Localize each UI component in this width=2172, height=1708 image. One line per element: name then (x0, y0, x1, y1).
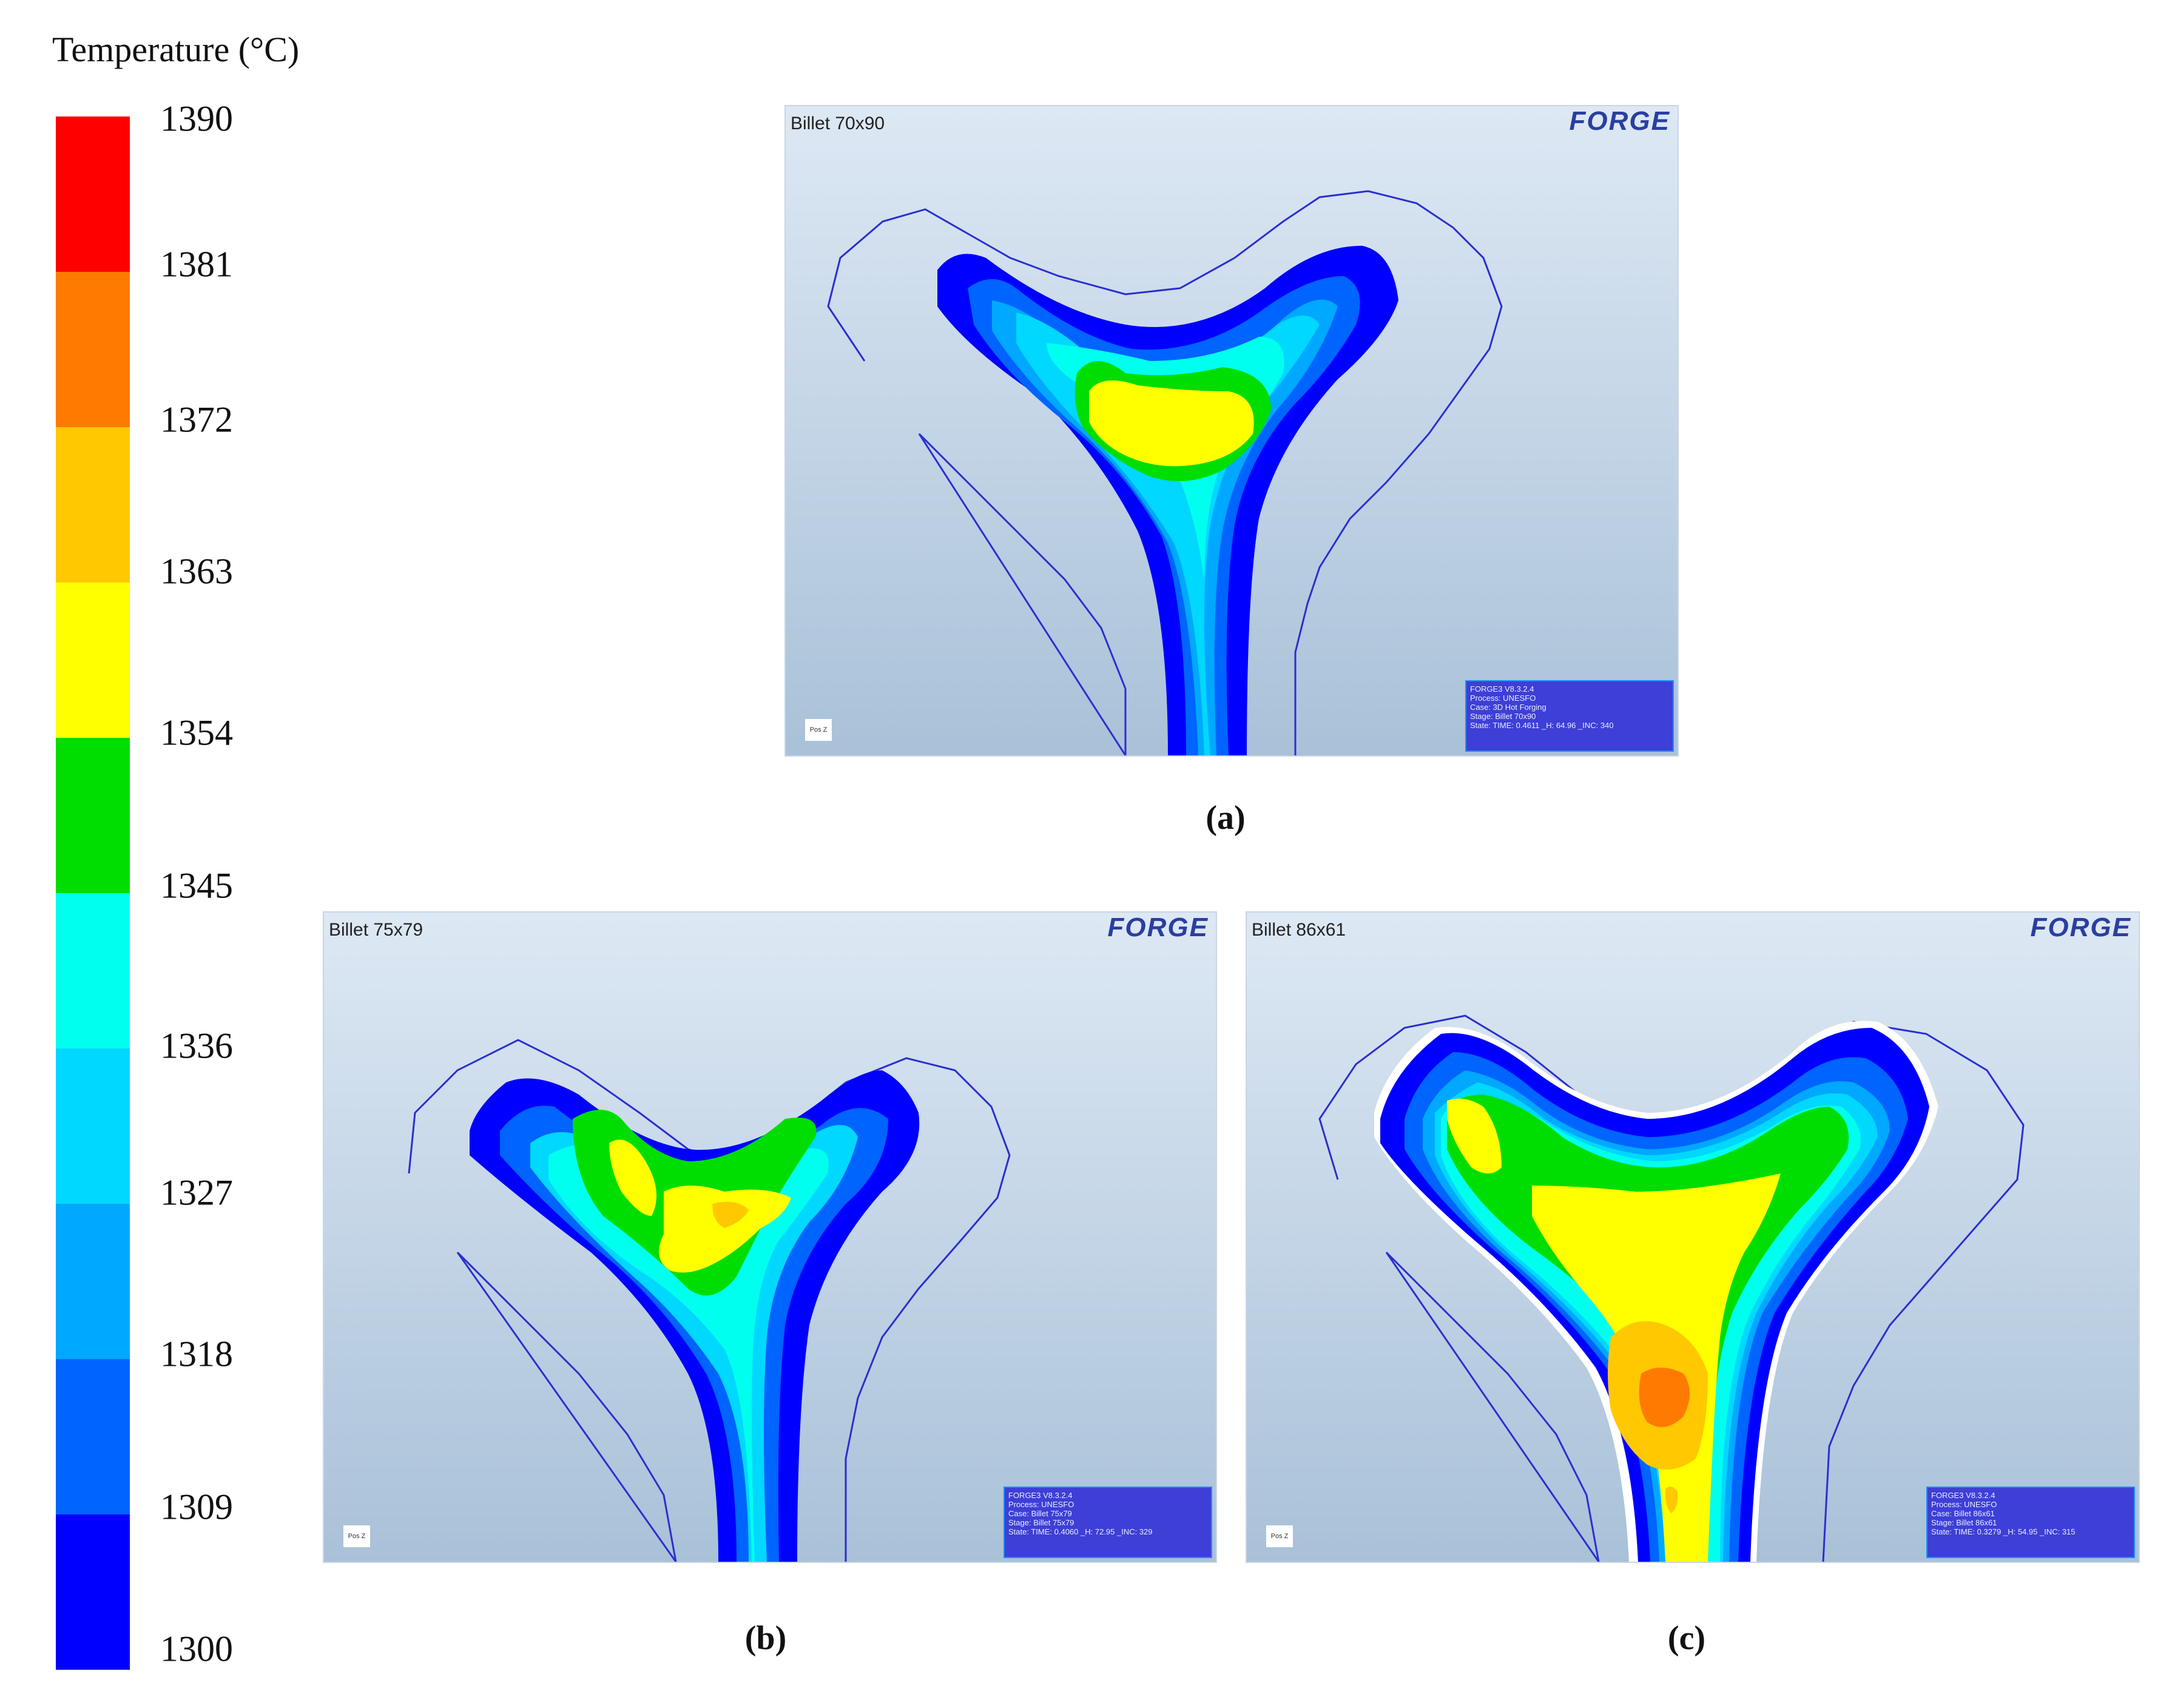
info-line: State: TIME: 0.3279 _H: 54.95 _INC: 315 (1931, 1527, 2076, 1536)
billet-label: Billet 70x90 (791, 113, 885, 133)
colorbar-swatch (56, 582, 130, 738)
forge-logo: FORGE (1107, 913, 1209, 942)
temperature-colorbar (56, 116, 130, 1670)
info-line: State: TIME: 0.4060 _H: 72.95 _INC: 329 (1008, 1527, 1153, 1536)
info-line: Process: UNESFO (1008, 1500, 1074, 1509)
temperature-field-c (1247, 913, 2139, 1562)
legend-tick: 1372 (160, 399, 233, 440)
axis-orientation-widget: Pos Z (335, 1514, 377, 1557)
axis-label: Pos Z (805, 719, 832, 741)
legend-tick: 1354 (160, 712, 233, 753)
legend-tick: 1318 (160, 1334, 233, 1374)
forge-logo: FORGE (2030, 913, 2131, 942)
info-line: Process: UNESFO (1470, 694, 1536, 703)
info-line: Stage: Billet 70x90 (1470, 712, 1536, 721)
info-line: Case: Billet 86x61 (1931, 1509, 1995, 1518)
info-line: Process: UNESFO (1931, 1500, 1997, 1509)
temperature-field-b (324, 913, 1216, 1562)
legend-tick: 1309 (160, 1487, 233, 1527)
colorbar-swatch (56, 1359, 130, 1514)
info-line: FORGE3 V8.3.2.4 (1008, 1491, 1073, 1500)
info-line: State: TIME: 0.4611 _H: 64.96 _INC: 340 (1470, 721, 1614, 730)
legend-tick: 1363 (160, 551, 233, 592)
simulation-panel-c: Billet 86x61 FORGE Pos Z FORGE3 V8.3.2.4… (1246, 911, 2140, 1563)
colorbar-swatch (56, 738, 130, 893)
info-line: Case: Billet 75x79 (1008, 1509, 1072, 1518)
legend-tick: 1345 (160, 865, 233, 906)
legend-tick: 1390 (160, 98, 233, 139)
axis-label: Pos Z (1266, 1525, 1293, 1547)
caption-b: (b) (744, 1619, 787, 1657)
axis-orientation-widget: Pos Z (797, 708, 839, 751)
info-line: Case: 3D Hot Forging (1470, 703, 1546, 712)
axis-label: Pos Z (343, 1525, 370, 1547)
colorbar-swatch (56, 1514, 130, 1670)
colorbar-swatch (56, 427, 130, 582)
caption-a: (a) (1206, 799, 1246, 837)
temperature-field-a (786, 106, 1678, 755)
colorbar-swatch (56, 116, 130, 272)
billet-label: Billet 86x61 (1252, 920, 1346, 940)
legend-tick: 1381 (160, 244, 233, 285)
legend-tick: 1336 (160, 1025, 233, 1066)
info-line: Stage: Billet 75x79 (1008, 1518, 1074, 1527)
billet-label: Billet 75x79 (329, 920, 423, 940)
simulation-panel-b: Billet 75x79 FORGE Pos Z FORGE3 V8.3.2.4… (323, 911, 1217, 1563)
simulation-info-box: FORGE3 V8.3.2.4 Process: UNESFO Case: 3D… (1465, 680, 1674, 752)
simulation-panel-a: Billet 70x90 FORGE Pos Z FORGE3 V8.3.2.4… (784, 105, 1679, 757)
colorbar-swatch (56, 1204, 130, 1359)
legend-tick: 1327 (160, 1172, 233, 1213)
forge-logo: FORGE (1569, 106, 1670, 136)
axis-orientation-widget: Pos Z (1258, 1514, 1300, 1557)
legend-tick: 1300 (160, 1629, 233, 1669)
info-line: FORGE3 V8.3.2.4 (1931, 1491, 1995, 1500)
legend-title: Temperature (°C) (52, 30, 300, 69)
simulation-info-box: FORGE3 V8.3.2.4 Process: UNESFO Case: Bi… (1003, 1487, 1212, 1558)
simulation-info-box: FORGE3 V8.3.2.4 Process: UNESFO Case: Bi… (1926, 1487, 2135, 1558)
info-line: Stage: Billet 86x61 (1931, 1518, 1997, 1527)
colorbar-swatch (56, 272, 130, 427)
caption-c: (c) (1667, 1619, 1706, 1657)
info-line: FORGE3 V8.3.2.4 (1470, 684, 1534, 694)
colorbar-swatch (56, 1048, 130, 1204)
colorbar-swatch (56, 893, 130, 1048)
